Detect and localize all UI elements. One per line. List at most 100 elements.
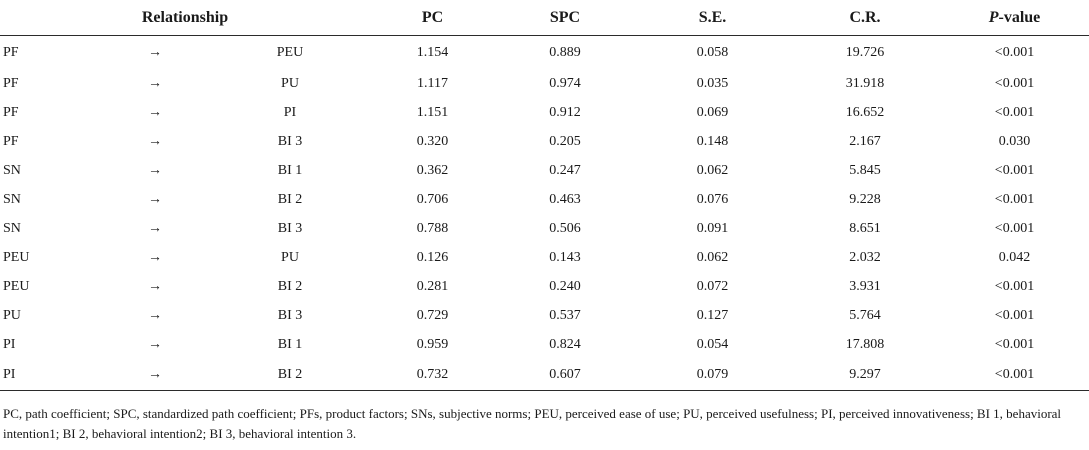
cell-to: BI 1 — [277, 336, 303, 352]
cell-cr: 9.228 — [849, 191, 881, 207]
table-row: PI → BI 2 0.732 0.607 0.079 9.297 <0.001 — [0, 359, 1089, 391]
cell-pvalue: <0.001 — [994, 278, 1035, 294]
cell-spc: 0.912 — [549, 104, 581, 120]
cell-pvalue: <0.001 — [994, 307, 1035, 323]
cell-pc: 0.706 — [416, 191, 449, 207]
cell-pc: 0.126 — [416, 249, 449, 265]
cell-arrow: → — [148, 336, 162, 352]
cell-arrow: → — [148, 307, 162, 323]
header-pvalue-rest: -value — [998, 8, 1041, 26]
table-row: PI → BI 1 0.959 0.824 0.054 17.808 <0.00… — [0, 330, 1089, 359]
cell-se: 0.091 — [696, 220, 729, 236]
cell-cr: 5.845 — [849, 162, 881, 178]
cell-arrow: → — [100, 359, 210, 391]
cell-pc: 1.151 — [416, 104, 449, 120]
cell-to: PI — [283, 104, 297, 120]
cell-spc: 0.607 — [495, 359, 635, 391]
cell-pc: 0.362 — [416, 162, 449, 178]
cell-se: 0.072 — [696, 278, 729, 294]
table-row: PF → PI 1.151 0.912 0.069 16.652 <0.001 — [0, 98, 1089, 127]
cell-se: 0.035 — [696, 75, 729, 91]
header-se: S.E. — [635, 0, 790, 36]
cell-arrow: → — [148, 220, 162, 236]
cell-pc: 1.154 — [416, 44, 449, 60]
cell-pvalue: <0.001 — [994, 104, 1035, 120]
table-footnote: PC, path coefficient; SPC, standardized … — [3, 406, 1062, 441]
cell-pvalue: <0.001 — [994, 75, 1035, 91]
header-pvalue: P-value — [940, 0, 1089, 36]
cell-se: 0.079 — [635, 359, 790, 391]
cell-cr: 3.931 — [849, 278, 881, 294]
cell-arrow: → — [148, 104, 162, 120]
cell-pvalue: <0.001 — [994, 162, 1035, 178]
table-row: SN → BI 1 0.362 0.247 0.062 5.845 <0.001 — [0, 156, 1089, 185]
cell-cr: 17.808 — [845, 336, 885, 352]
cell-from: SN — [3, 162, 21, 178]
cell-spc: 0.537 — [549, 307, 581, 323]
table-row: PEU → BI 2 0.281 0.240 0.072 3.931 <0.00… — [0, 272, 1089, 301]
cell-from: PF — [3, 75, 19, 91]
header-cr: C.R. — [790, 0, 940, 36]
cell-pc: 0.320 — [416, 133, 449, 149]
cell-cr: 8.651 — [849, 220, 881, 236]
cell-from: PU — [3, 307, 21, 323]
cell-spc: 0.506 — [549, 220, 581, 236]
cell-to: BI 3 — [277, 133, 303, 149]
cell-se: 0.127 — [696, 307, 729, 323]
cell-arrow: → — [148, 162, 162, 178]
cell-pvalue: <0.001 — [994, 220, 1035, 236]
cell-pc: 0.732 — [370, 359, 495, 391]
cell-arrow: → — [148, 44, 162, 60]
cell-pc: 0.788 — [416, 220, 449, 236]
cell-cr: 2.032 — [849, 249, 881, 265]
cell-to: PEU — [276, 44, 304, 60]
table-row: PEU → PU 0.126 0.143 0.062 2.032 0.042 — [0, 243, 1089, 272]
cell-spc: 0.974 — [549, 75, 581, 91]
cell-spc: 0.824 — [549, 336, 581, 352]
table-row: PF → BI 3 0.320 0.205 0.148 2.167 0.030 — [0, 127, 1089, 156]
cell-cr: 16.652 — [845, 104, 885, 120]
cell-cr: 31.918 — [845, 75, 885, 91]
cell-from: PF — [3, 133, 19, 149]
cell-to: BI 2 — [210, 359, 370, 391]
cell-se: 0.148 — [696, 133, 729, 149]
cell-spc: 0.143 — [549, 249, 581, 265]
cell-from: PI — [3, 336, 16, 352]
cell-to: PU — [281, 249, 299, 265]
cell-from: PF — [3, 44, 19, 60]
cell-se: 0.054 — [696, 336, 729, 352]
cell-to: BI 3 — [277, 307, 303, 323]
table-row: PU → BI 3 0.729 0.537 0.127 5.764 <0.001 — [0, 301, 1089, 330]
cell-to: BI 3 — [277, 220, 303, 236]
cell-from: PF — [3, 104, 19, 120]
cell-se: 0.069 — [696, 104, 729, 120]
table-row: SN → BI 3 0.788 0.506 0.091 8.651 <0.001 — [0, 214, 1089, 243]
table-header-row: Relationship PC SPC S.E. C.R. P-value — [0, 0, 1089, 36]
cell-cr: 9.297 — [790, 359, 940, 391]
cell-spc: 0.205 — [549, 133, 581, 149]
cell-from: SN — [3, 191, 21, 207]
cell-pvalue: <0.001 — [940, 359, 1089, 391]
cell-cr: 5.764 — [849, 307, 881, 323]
cell-se: 0.062 — [696, 249, 729, 265]
cell-pc: 0.959 — [416, 336, 449, 352]
cell-from: SN — [3, 220, 21, 236]
cell-pvalue: <0.001 — [994, 44, 1035, 60]
header-pvalue-italic: P — [988, 8, 999, 26]
cell-from: PEU — [3, 249, 30, 265]
header-pc: PC — [370, 0, 495, 36]
cell-arrow: → — [148, 278, 162, 294]
cell-pc: 0.281 — [416, 278, 449, 294]
cell-spc: 0.240 — [549, 278, 581, 294]
cell-pc: 0.729 — [416, 307, 449, 323]
cell-arrow: → — [148, 133, 162, 149]
header-relationship: Relationship — [0, 0, 370, 36]
cell-se: 0.062 — [696, 162, 729, 178]
table-row: SN → BI 2 0.706 0.463 0.076 9.228 <0.001 — [0, 185, 1089, 214]
cell-to: BI 2 — [277, 191, 303, 207]
cell-se: 0.058 — [696, 44, 729, 60]
cell-arrow: → — [148, 249, 162, 265]
cell-pvalue: 0.042 — [998, 249, 1031, 265]
cell-cr: 2.167 — [849, 133, 881, 149]
cell-spc: 0.463 — [549, 191, 581, 207]
